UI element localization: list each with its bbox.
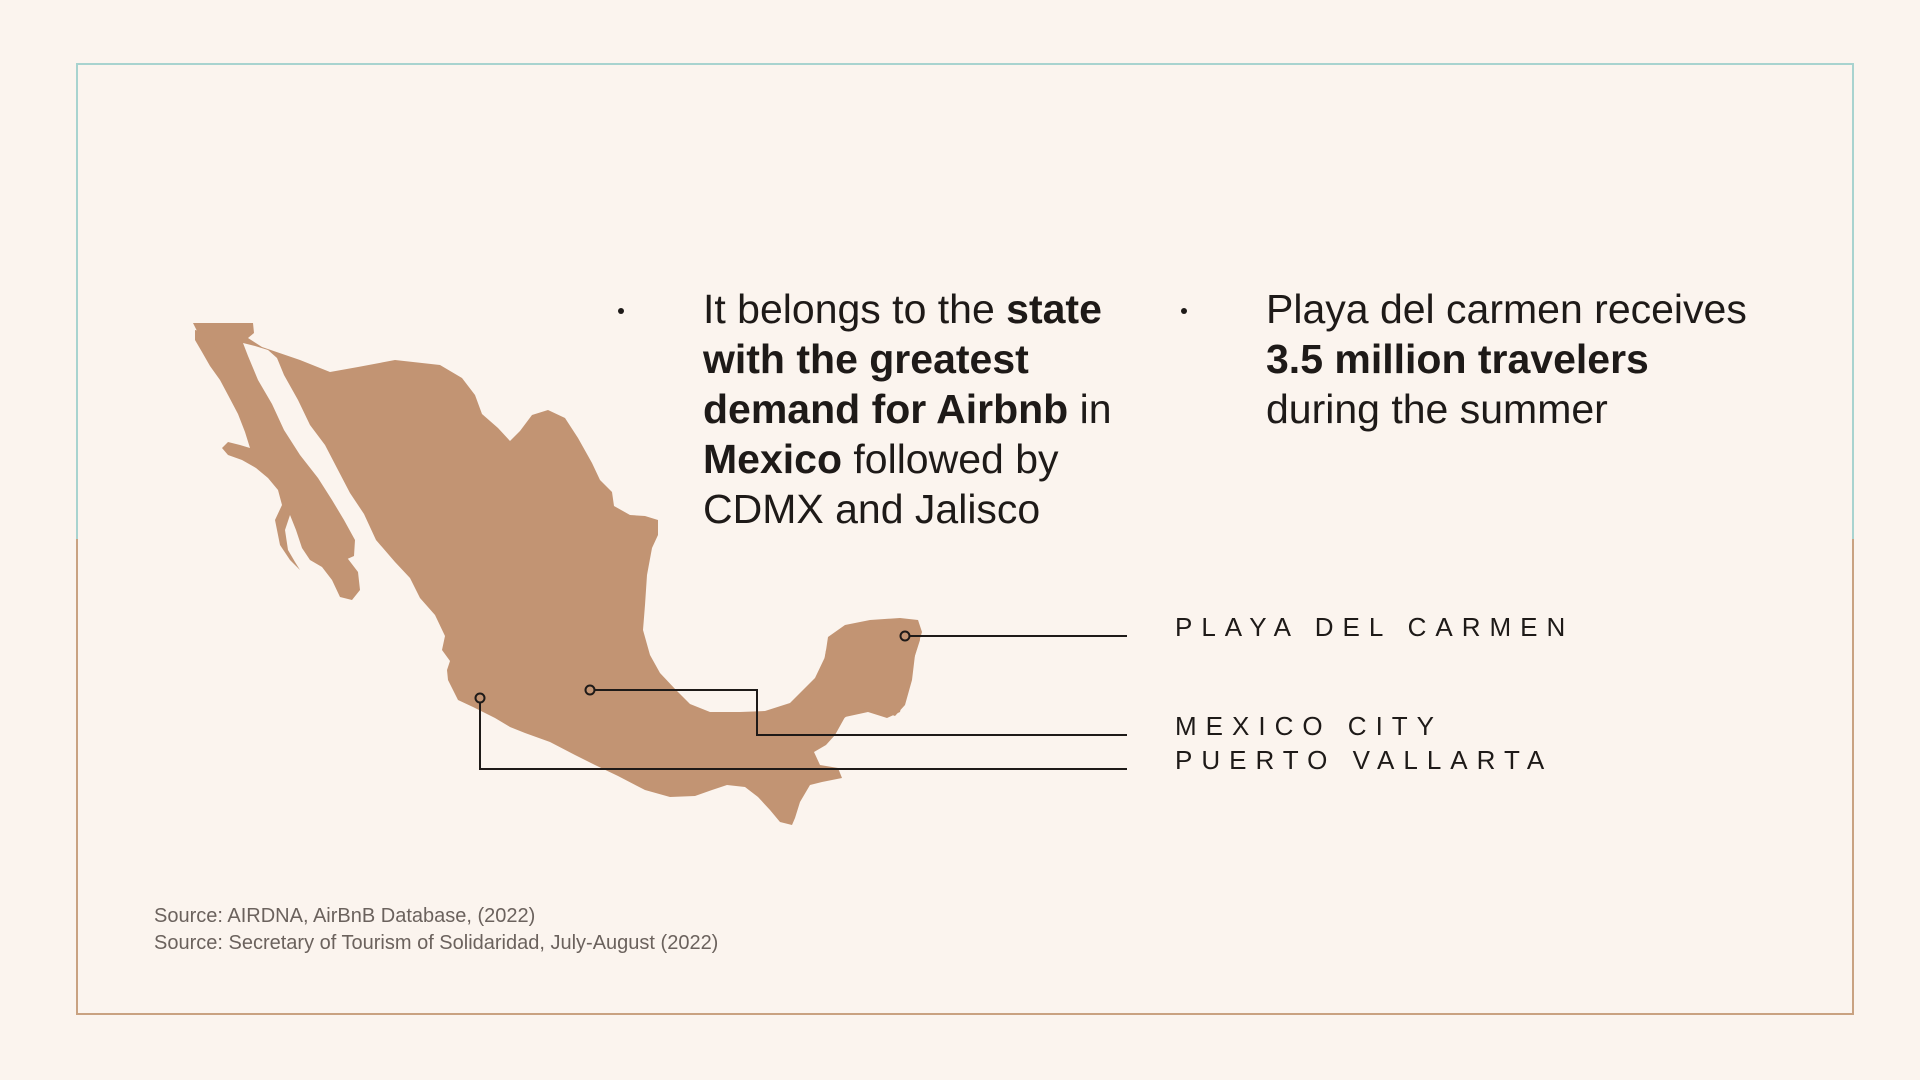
bullet-text-state-demand: It belongs to the state with the greates… xyxy=(703,284,1143,534)
bullet-1-segment-1: It belongs to the xyxy=(703,286,1007,332)
frame-left-bottom-border xyxy=(76,539,78,1015)
source-airdna: Source: AIRDNA, AirBnB Database, (2022) xyxy=(154,905,536,927)
bullet-2-segment-2: 3.5 million travelers xyxy=(1266,336,1649,382)
bullet-1-segment-3: in xyxy=(1068,386,1112,432)
bullet-dot-2 xyxy=(1181,308,1187,314)
frame-right-top-border xyxy=(1852,63,1854,539)
bullet-2-segment-3: during the summer xyxy=(1266,386,1608,432)
mexico-city-leader-line xyxy=(590,689,1127,736)
bullet-text-travelers: Playa del carmen receives 3.5 million tr… xyxy=(1266,284,1766,434)
bullet-2-segment-1: Playa del carmen receives xyxy=(1266,286,1747,332)
mexico-city-label: MEXICO CITY xyxy=(1175,711,1444,741)
source-tourism-solidaridad: Source: Secretary of Tourism of Solidari… xyxy=(154,932,719,954)
mexico-city-marker xyxy=(584,684,596,696)
puerto-vallarta-label: PUERTO VALLARTA xyxy=(1175,745,1554,775)
frame-right-bottom-border xyxy=(1852,539,1854,1015)
bullet-1-segment-4: Mexico xyxy=(703,436,842,482)
bullet-dot-1 xyxy=(618,308,624,314)
bullet-1-segment-5: followed by CDMX and Jalisco xyxy=(703,436,1059,532)
frame-top-border xyxy=(76,63,1854,65)
puerto-vallarta-leader-line xyxy=(479,698,1127,770)
yucatan-peninsula-shape xyxy=(808,620,922,735)
playa-del-carmen-marker xyxy=(899,630,911,642)
mexico-mainland-shape xyxy=(193,323,920,825)
playa-del-carmen-label: PLAYA DEL CARMEN xyxy=(1175,612,1575,642)
slide-frame xyxy=(76,63,1854,1015)
puerto-vallarta-marker xyxy=(474,692,486,704)
bullet-1-segment-2: state with the greatest demand for Airbn… xyxy=(703,286,1102,432)
frame-bottom-border xyxy=(76,1013,1854,1015)
baja-california-shape xyxy=(195,330,360,600)
frame-left-top-border xyxy=(76,63,78,539)
